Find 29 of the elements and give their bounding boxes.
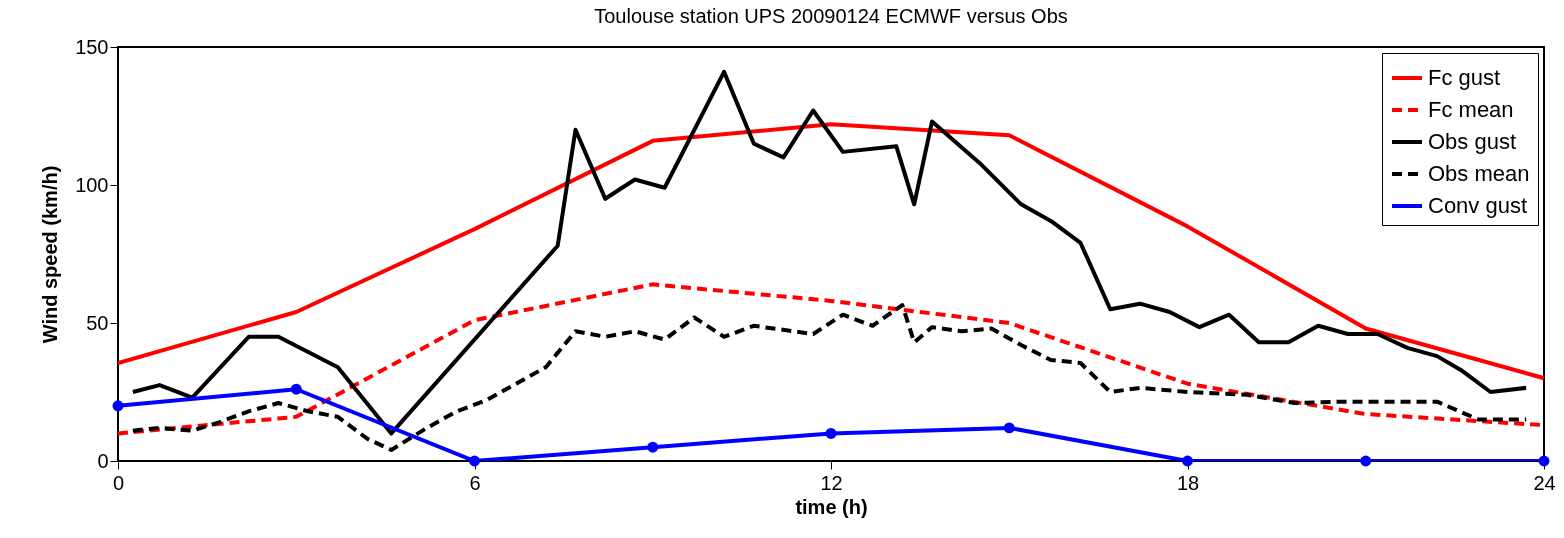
line-series	[130, 69, 1529, 436]
legend-label: Fc gust	[1428, 65, 1501, 90]
x-axis-title: time (h)	[795, 495, 868, 518]
point	[1360, 455, 1372, 467]
point	[1182, 455, 1193, 467]
y-tick-label: 150	[75, 35, 109, 58]
y-tick-label: 100	[75, 173, 109, 196]
legend-label: Obs gust	[1428, 129, 1517, 154]
x-tick-label: 0	[112, 471, 125, 494]
point	[825, 427, 837, 439]
chart-title: Toulouse station UPS 20090124 ECMWF versus Obs	[594, 5, 1068, 27]
x-tick-label: 12	[820, 471, 843, 494]
y-tick-label: 50	[86, 311, 109, 334]
point	[647, 441, 659, 453]
legend-label: Conv gust	[1428, 193, 1528, 218]
point	[290, 383, 302, 395]
point	[1538, 455, 1550, 467]
x-tick-label: 24	[1533, 471, 1556, 494]
point	[112, 400, 124, 412]
y-tick-label: 0	[97, 449, 109, 472]
point	[469, 455, 480, 467]
point	[1003, 422, 1015, 434]
legend-label: Obs mean	[1428, 161, 1530, 186]
line-series	[118, 122, 1544, 381]
legend-label: Fc mean	[1428, 97, 1514, 122]
x-tick-label: 18	[1176, 471, 1200, 494]
x-tick-label: 6	[469, 471, 481, 494]
line-series	[130, 303, 1529, 452]
y-axis-title: Wind speed (km/h)	[39, 165, 62, 344]
